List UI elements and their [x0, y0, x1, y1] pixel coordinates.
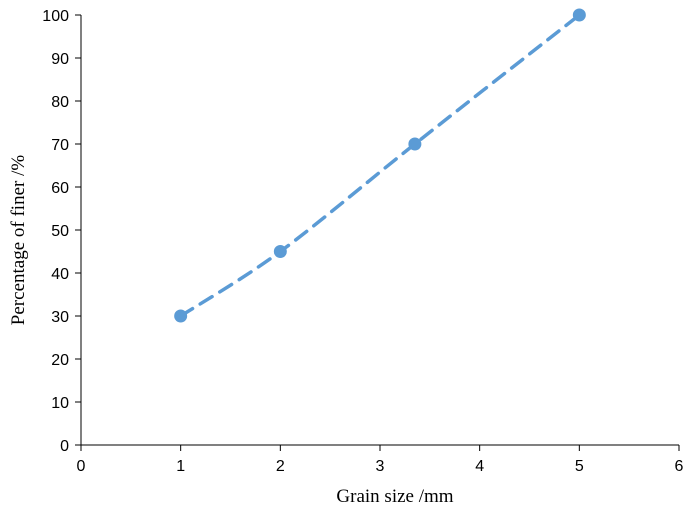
x-tick-label: 5: [575, 458, 584, 475]
data-point: [273, 245, 287, 258]
y-tick-label: 60: [51, 180, 69, 197]
x-tick-label: 3: [376, 458, 385, 475]
series-line: [178, 13, 582, 318]
ticks: 0 10 20 30 40 50 60 70 80 90 100 0 1 2 3 4 5 6: [42, 8, 683, 475]
x-tick-label: 0: [77, 458, 86, 475]
axes: [80, 15, 679, 446]
x-tick-label: 4: [475, 458, 484, 475]
data-point: [408, 137, 422, 151]
y-tick-label: 80: [51, 94, 69, 111]
series: [174, 8, 586, 323]
x-tick-label: 1: [176, 458, 185, 475]
data-point: [174, 309, 188, 323]
y-tick-label: 100: [42, 8, 69, 25]
y-tick-label: 90: [51, 51, 69, 68]
y-tick-label: 0: [60, 438, 69, 455]
x-tick-label: 6: [675, 458, 684, 475]
y-tick-label: 40: [51, 266, 69, 283]
y-tick-label: 70: [51, 137, 69, 154]
y-tick-label: 10: [51, 395, 69, 412]
y-tick-label: 50: [51, 223, 69, 240]
x-axis-title: Grain size /mm: [336, 486, 453, 507]
y-tick-label: 20: [51, 352, 69, 369]
y-tick-label: 30: [51, 309, 69, 326]
data-point: [572, 8, 586, 22]
x-tick-label: 2: [276, 458, 285, 475]
y-axis-title: Percentage of finer /%: [8, 155, 29, 326]
